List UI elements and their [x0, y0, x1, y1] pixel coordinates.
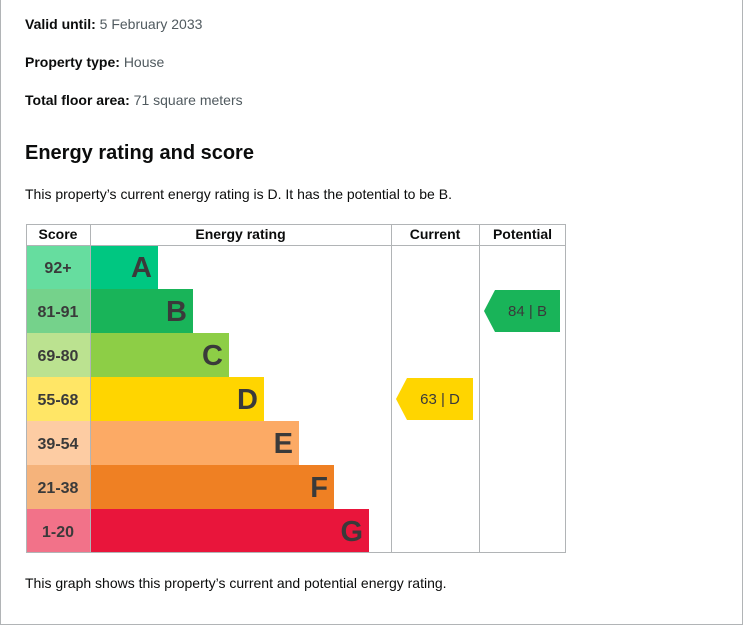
floor-area-value: 71 square meters — [133, 92, 243, 108]
score-label-b: 81-91 — [38, 304, 79, 321]
band-letter-g: G — [340, 516, 363, 548]
band-bar-d — [90, 377, 264, 421]
band-letter-e: E — [274, 428, 293, 460]
potential-header: Potential — [493, 226, 552, 242]
valid-until-label: Valid until: — [25, 16, 96, 32]
score-cell-f — [26, 465, 90, 509]
score-label-f: 21-38 — [38, 480, 79, 497]
score-header: Score — [39, 226, 78, 242]
chart-caption: This graph shows this property’s current… — [25, 575, 447, 591]
rating-bands: 92+ A 81-91 B 69-80 C 55-68 D 39-54 E 21-38 F 1-20 G — [26, 245, 369, 553]
band-bar-c — [90, 333, 229, 377]
floor-area-row: Total floor area: 71 square meters — [25, 92, 243, 108]
score-label-a: 92+ — [44, 260, 71, 277]
chart-border — [26, 224, 566, 553]
band-letter-a: A — [131, 252, 152, 284]
band-bar-f — [90, 465, 334, 509]
chart-grid — [26, 224, 566, 553]
score-cell-d — [26, 377, 90, 421]
band-letter-d: D — [237, 384, 258, 416]
current-header: Current — [410, 226, 461, 242]
current-rating-arrow — [396, 378, 473, 420]
band-letter-c: C — [202, 340, 223, 372]
potential-rating-arrow — [484, 290, 560, 332]
rating-header: Energy rating — [195, 226, 285, 242]
score-cell-a — [26, 245, 90, 289]
property-type-row: Property type: House — [25, 54, 164, 70]
score-label-d: 55-68 — [38, 392, 79, 409]
current-rating-label: 63 | D — [420, 391, 460, 408]
band-bar-a — [90, 245, 158, 289]
valid-until-row: Valid until: 5 February 2033 — [25, 16, 202, 32]
floor-area-label: Total floor area: — [25, 92, 130, 108]
section-title: Energy rating and score — [25, 142, 254, 164]
band-letter-b: B — [166, 296, 187, 328]
property-type-value: House — [123, 54, 165, 70]
score-cell-b — [26, 289, 90, 333]
score-label-e: 39-54 — [38, 436, 79, 453]
potential-rating-label: 84 | B — [508, 303, 547, 320]
valid-until-value: 5 February 2033 — [99, 16, 203, 32]
score-label-c: 69-80 — [38, 348, 79, 365]
score-cell-c — [26, 333, 90, 377]
chart-headers: Score Energy rating Current Potential — [39, 226, 553, 242]
band-bar-g — [90, 509, 369, 553]
rating-pointers: 63 | D 84 | B — [396, 290, 560, 420]
score-label-g: 1-20 — [42, 524, 74, 541]
score-cell-g — [26, 509, 90, 553]
band-bar-b — [90, 289, 193, 333]
property-type-label: Property type: — [25, 54, 120, 70]
score-cell-e — [26, 421, 90, 465]
band-letter-f: F — [310, 472, 328, 504]
band-bar-e — [90, 421, 299, 465]
rating-summary: This property’s current energy rating is… — [25, 186, 452, 202]
